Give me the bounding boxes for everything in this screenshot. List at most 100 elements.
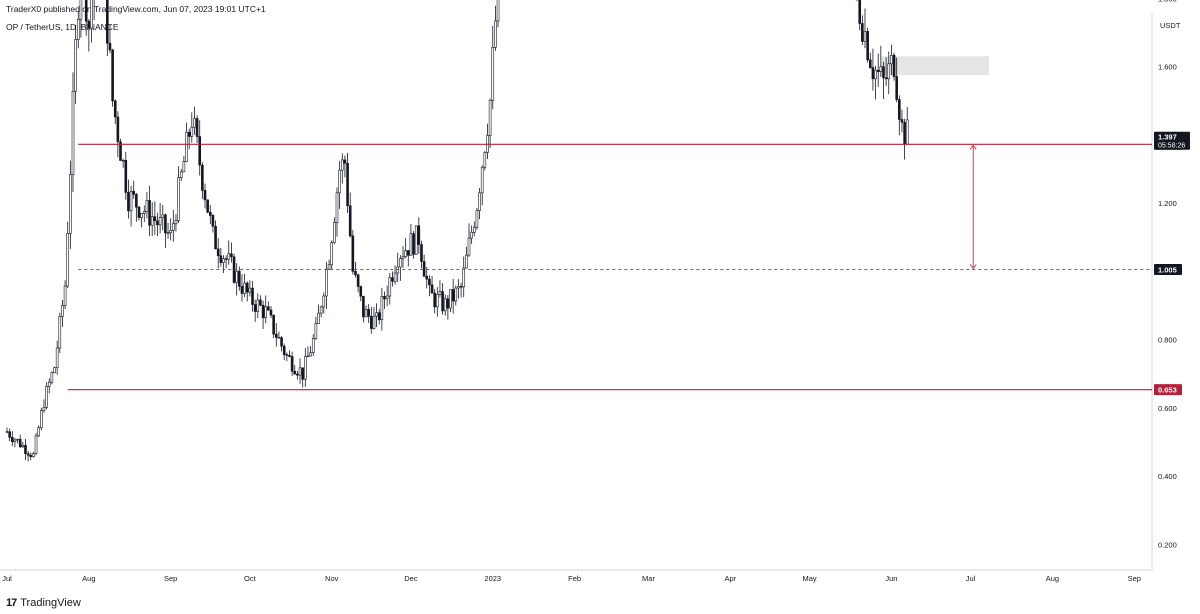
- price-tick-label: 1.200: [1158, 199, 1177, 208]
- candle-body: [459, 286, 463, 288]
- candle-body: [472, 226, 476, 233]
- candle-body: [132, 191, 136, 195]
- time-tick-label: Feb: [568, 574, 581, 583]
- price-tick-label: 0.800: [1158, 336, 1177, 345]
- candle-body: [177, 177, 180, 221]
- candle-body: [491, 46, 495, 101]
- candle-body: [298, 367, 302, 376]
- candle-body: [488, 99, 492, 136]
- candle-body: [871, 67, 875, 80]
- time-tick-label: Apr: [725, 574, 737, 583]
- candle-body: [433, 292, 436, 308]
- candle-body: [29, 454, 33, 458]
- candle-body: [478, 192, 481, 211]
- candle-body: [179, 171, 183, 178]
- candle-body: [356, 274, 360, 287]
- candle-body: [40, 410, 43, 428]
- candle-body: [235, 270, 238, 283]
- candle-body: [251, 287, 254, 305]
- time-tick-label: Sep: [1128, 574, 1141, 583]
- candle-body: [887, 63, 891, 80]
- candle-body: [890, 54, 893, 65]
- candle-body: [399, 258, 402, 268]
- candle-body: [172, 223, 175, 231]
- candle-body: [106, 0, 109, 44]
- candle-body: [10, 437, 14, 443]
- candle-body: [124, 160, 128, 193]
- level-badge-label-support: 0.653: [1158, 386, 1177, 395]
- candle-body: [301, 367, 304, 380]
- candle-body: [164, 214, 167, 234]
- candle-body: [187, 131, 191, 137]
- candle-body: [367, 309, 370, 317]
- candles: [5, 0, 909, 462]
- candle-body: [314, 323, 318, 339]
- candle-body: [446, 298, 450, 309]
- candle-body: [866, 31, 869, 61]
- candle-body: [5, 431, 9, 433]
- candle-body: [438, 291, 442, 295]
- candle-body: [351, 235, 355, 272]
- candle-body: [285, 354, 289, 356]
- candle-body: [414, 225, 418, 255]
- candle-body: [900, 119, 904, 123]
- candle-body: [256, 299, 260, 312]
- candle-body: [214, 226, 217, 250]
- candle-body: [333, 222, 336, 243]
- candle-body: [153, 216, 157, 222]
- candle-body: [129, 191, 133, 212]
- candle-body: [401, 256, 405, 259]
- tradingview-logo-icon: 17: [6, 597, 17, 609]
- candle-body: [79, 0, 83, 20]
- time-tick-label: May: [802, 574, 816, 583]
- candle-body: [322, 295, 326, 308]
- candle-body: [380, 296, 384, 321]
- candle-body: [145, 200, 149, 212]
- candle-body: [277, 337, 281, 339]
- candle-body: [55, 347, 59, 368]
- candle-body: [135, 193, 138, 208]
- candle-body: [169, 230, 172, 234]
- candle-body: [428, 278, 431, 286]
- last-price-label: 1.397: [1158, 132, 1177, 141]
- tradingview-logo[interactable]: 17 TradingView: [6, 597, 81, 609]
- candle-body: [53, 367, 56, 374]
- candle-body: [879, 66, 883, 72]
- candle-body: [288, 354, 291, 357]
- candle-body: [119, 141, 122, 161]
- candle-body: [206, 199, 209, 213]
- candle-body: [137, 206, 141, 218]
- price-tick-label: 1.800: [1158, 0, 1177, 3]
- level-badge-support: [1154, 384, 1182, 396]
- symbol-legend[interactable]: OP / TetherUS, 1D, BINANCE: [6, 22, 119, 32]
- time-tick-label: Dec: [404, 574, 418, 583]
- candle-body: [319, 306, 323, 314]
- candle-body: [457, 286, 460, 289]
- time-tick-label: Nov: [325, 574, 339, 583]
- last-price-badge: [1154, 131, 1190, 150]
- candle-body: [383, 296, 386, 300]
- candle-body: [892, 54, 896, 77]
- candle-body: [58, 316, 62, 349]
- candle-body: [406, 250, 410, 256]
- candle-body: [156, 220, 159, 226]
- candle-body: [858, 0, 862, 24]
- candle-body: [404, 250, 407, 258]
- candle-body: [21, 444, 25, 448]
- candle-body: [203, 190, 207, 201]
- candle-body: [45, 386, 48, 408]
- candle-body: [174, 220, 178, 225]
- price-tick-label: 0.200: [1158, 540, 1177, 549]
- candle-body: [26, 453, 30, 456]
- candle-body: [18, 438, 22, 448]
- price-tick-label: 1.600: [1158, 63, 1177, 72]
- candle-body: [193, 118, 196, 128]
- candle-body: [34, 435, 38, 454]
- candle-body: [454, 287, 458, 302]
- candle-body: [425, 275, 429, 280]
- candle-body: [475, 210, 479, 228]
- candle-body: [330, 242, 334, 266]
- price-tick-label: 0.400: [1158, 472, 1177, 481]
- candle-body: [290, 356, 294, 372]
